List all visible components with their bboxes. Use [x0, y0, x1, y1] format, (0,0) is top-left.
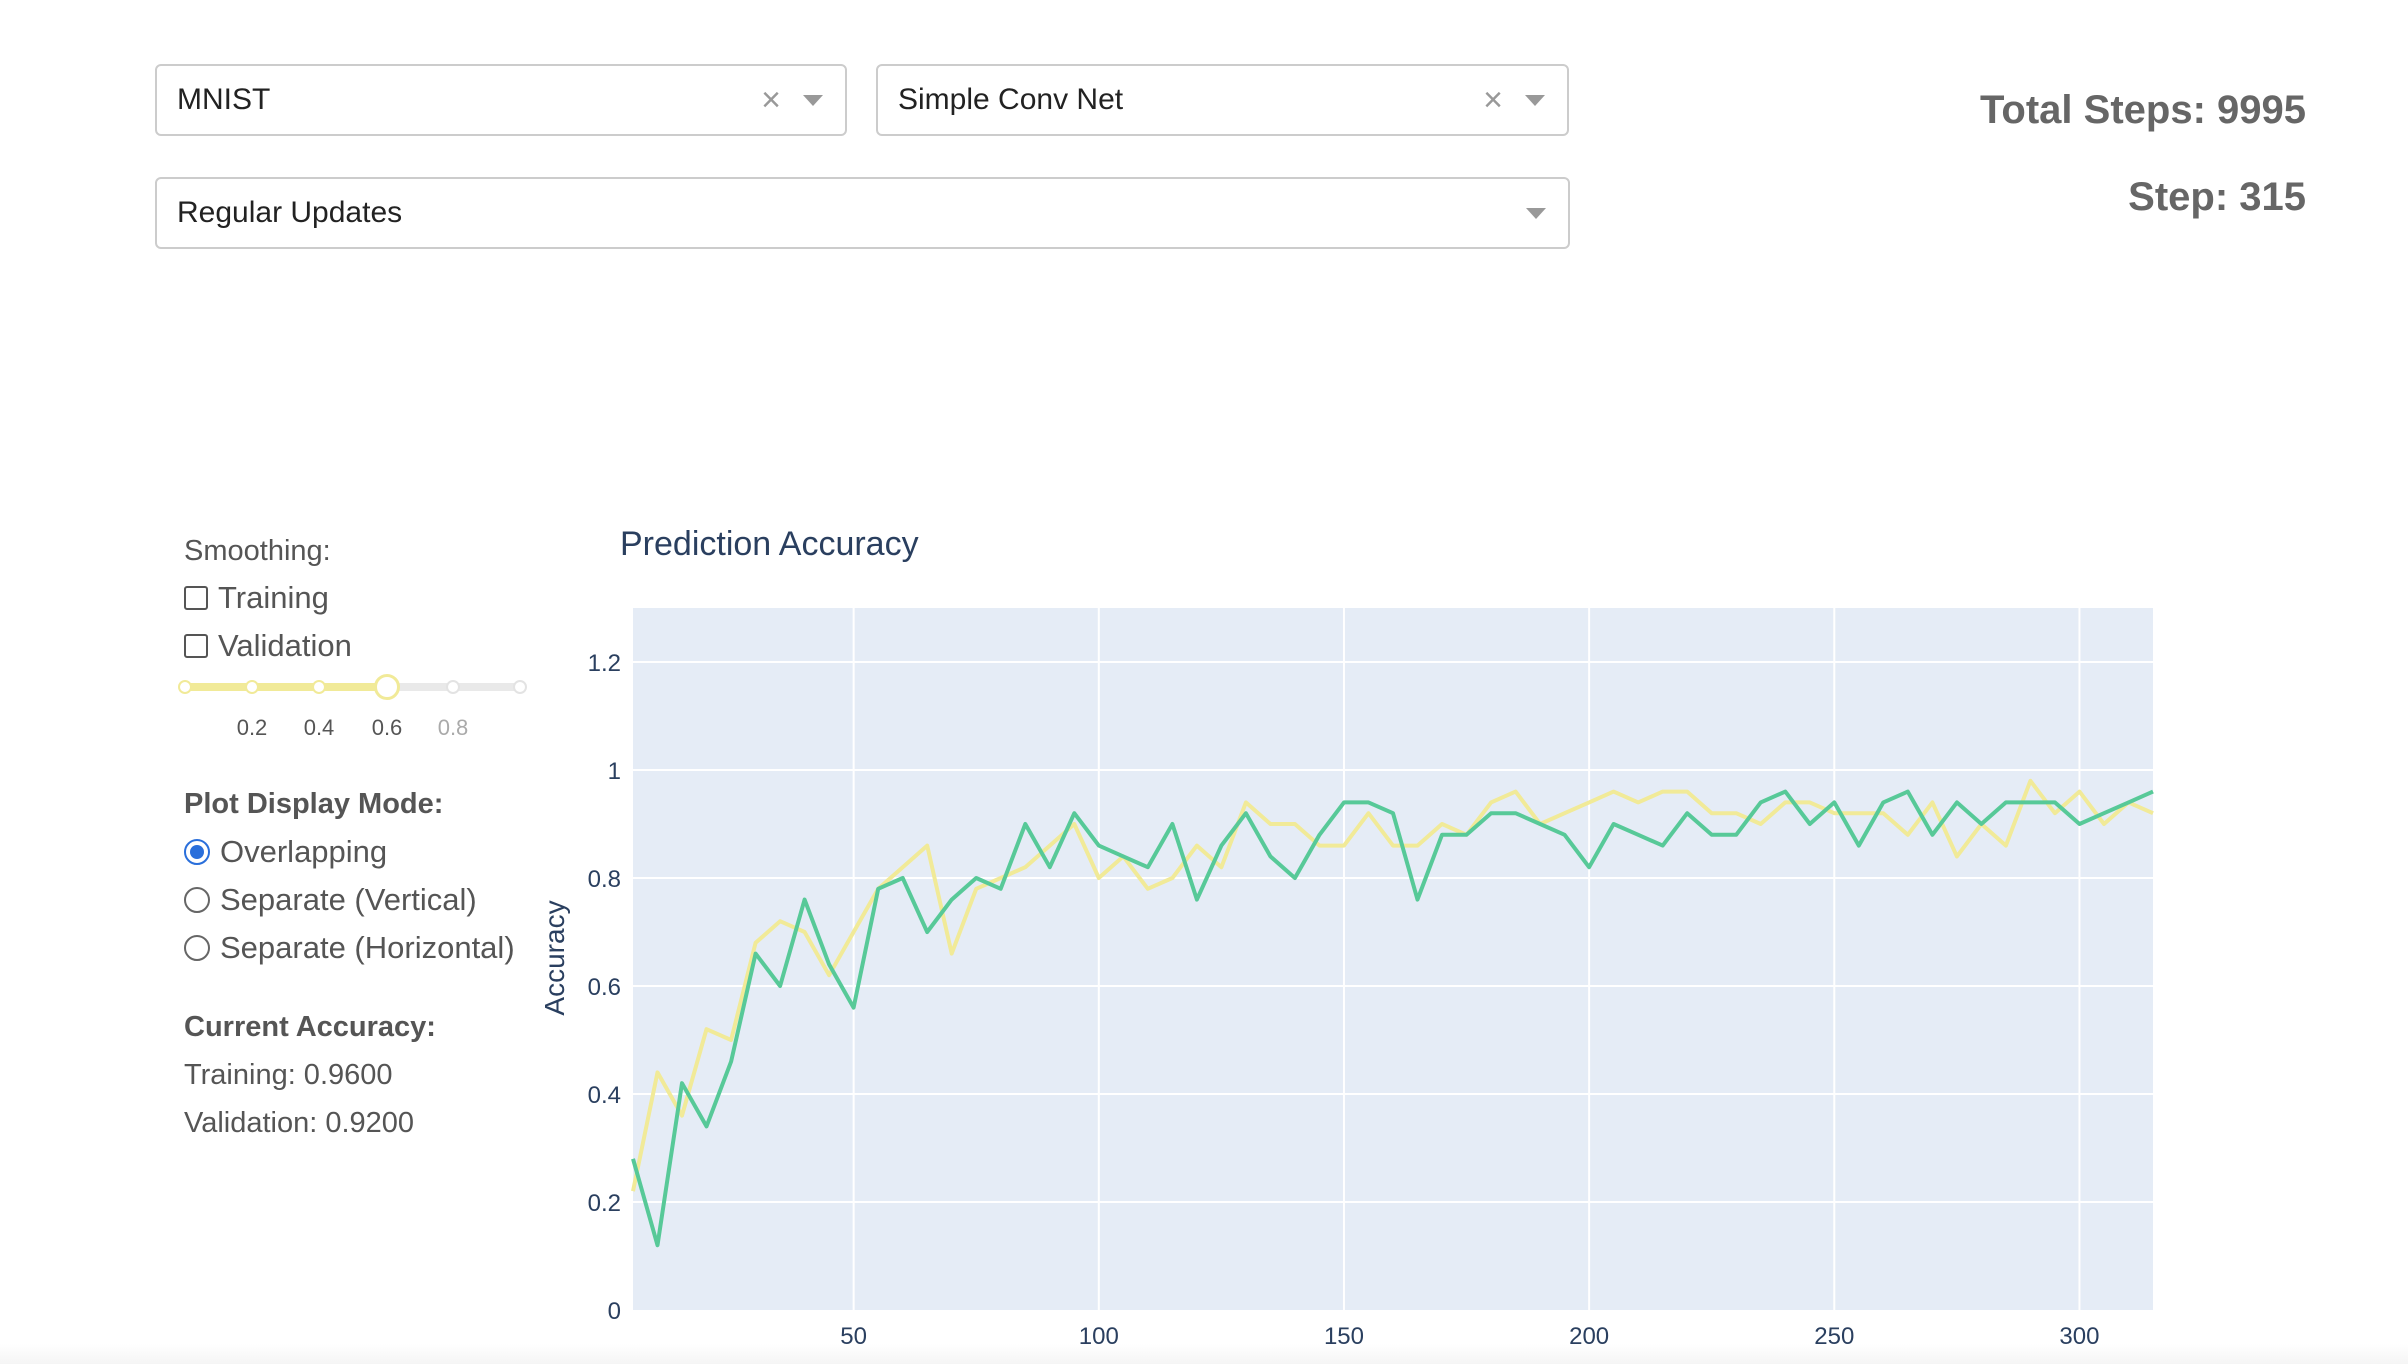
training-accuracy-value: Training: 0.9600: [184, 1059, 393, 1091]
close-icon[interactable]: ×: [1483, 81, 1503, 119]
y-axis-label: Accuracy: [539, 900, 570, 1015]
validation-smoothing-label: Validation: [218, 628, 352, 663]
smoothing-slider[interactable]: 0.2 0.4 0.6 0.8: [176, 665, 536, 745]
series-lines: [631, 778, 2154, 1248]
y-tick-label: 0.8: [588, 866, 621, 893]
separate-horizontal-radio[interactable]: Separate (Horizontal): [184, 930, 515, 966]
slider-mark: 0.2: [236, 715, 268, 740]
chevron-down-icon[interactable]: [1526, 207, 1546, 219]
update-mode-dropdown[interactable]: Regular Updates: [155, 177, 1570, 249]
training-smoothing-label: Training: [218, 580, 329, 615]
y-tick-label: 0.4: [588, 1082, 621, 1109]
slider-mark: 0.8: [437, 715, 469, 740]
dataset-dropdown[interactable]: MNIST ×: [155, 64, 847, 136]
current-accuracy-label: Current Accuracy:: [184, 1011, 436, 1043]
close-icon[interactable]: ×: [761, 81, 781, 119]
chart-title: Prediction Accuracy: [620, 525, 919, 563]
radio-icon[interactable]: [184, 935, 210, 961]
footer-shade: [0, 1344, 2408, 1364]
training-accuracy-line[interactable]: [631, 789, 2154, 1248]
chevron-down-icon[interactable]: [803, 94, 823, 106]
overlapping-radio[interactable]: Overlapping: [184, 834, 387, 870]
model-value: Simple Conv Net: [898, 83, 1124, 116]
separate-vertical-radio[interactable]: Separate (Vertical): [184, 882, 477, 918]
grid: [633, 608, 2153, 1310]
radio-icon[interactable]: [184, 887, 210, 913]
validation-smoothing-checkbox[interactable]: Validation: [184, 628, 352, 664]
radio-selected-icon[interactable]: [184, 839, 210, 865]
separate-horizontal-label: Separate (Horizontal): [220, 930, 515, 965]
slider-step-dot[interactable]: [446, 680, 460, 694]
slider-step-dot[interactable]: [245, 680, 259, 694]
slider-fill: [186, 683, 388, 691]
checkbox-icon[interactable]: [184, 586, 208, 610]
y-tick-label: 1.2: [588, 650, 621, 677]
accuracy-chart[interactable]: Prediction Accuracy Accuracy 0 0.2 0.4 0.6 0…: [520, 500, 2270, 1364]
plot-area[interactable]: [633, 608, 2153, 1310]
dataset-value: MNIST: [177, 83, 271, 116]
total-steps-label: Total Steps: 9995: [1979, 88, 2306, 132]
separate-vertical-label: Separate (Vertical): [220, 882, 477, 917]
slider-step-dot[interactable]: [178, 680, 192, 694]
slider-step-dot[interactable]: [312, 680, 326, 694]
checkbox-icon[interactable]: [184, 634, 208, 658]
slider-handle[interactable]: [374, 674, 400, 700]
slider-mark: 0.6: [371, 715, 403, 740]
overlapping-label: Overlapping: [220, 834, 388, 869]
slider-mark: 0.4: [303, 715, 335, 740]
validation-accuracy-value: Validation: 0.9200: [184, 1107, 415, 1139]
y-tick-label: 1: [608, 758, 621, 785]
current-step-label: Step: 315: [2128, 175, 2306, 219]
chevron-down-icon[interactable]: [1525, 94, 1545, 106]
y-tick-label: 0.6: [588, 974, 621, 1001]
y-tick-label: 0: [608, 1298, 621, 1325]
validation-accuracy-line[interactable]: [631, 778, 2154, 1192]
slider-step-dot[interactable]: [513, 680, 527, 694]
update-mode-value: Regular Updates: [177, 196, 403, 229]
smoothing-label: Smoothing:: [184, 535, 331, 567]
model-dropdown[interactable]: Simple Conv Net ×: [876, 64, 1569, 136]
training-smoothing-checkbox[interactable]: Training: [184, 580, 329, 616]
display-mode-label: Plot Display Mode:: [184, 788, 444, 820]
y-tick-label: 0.2: [588, 1190, 621, 1217]
